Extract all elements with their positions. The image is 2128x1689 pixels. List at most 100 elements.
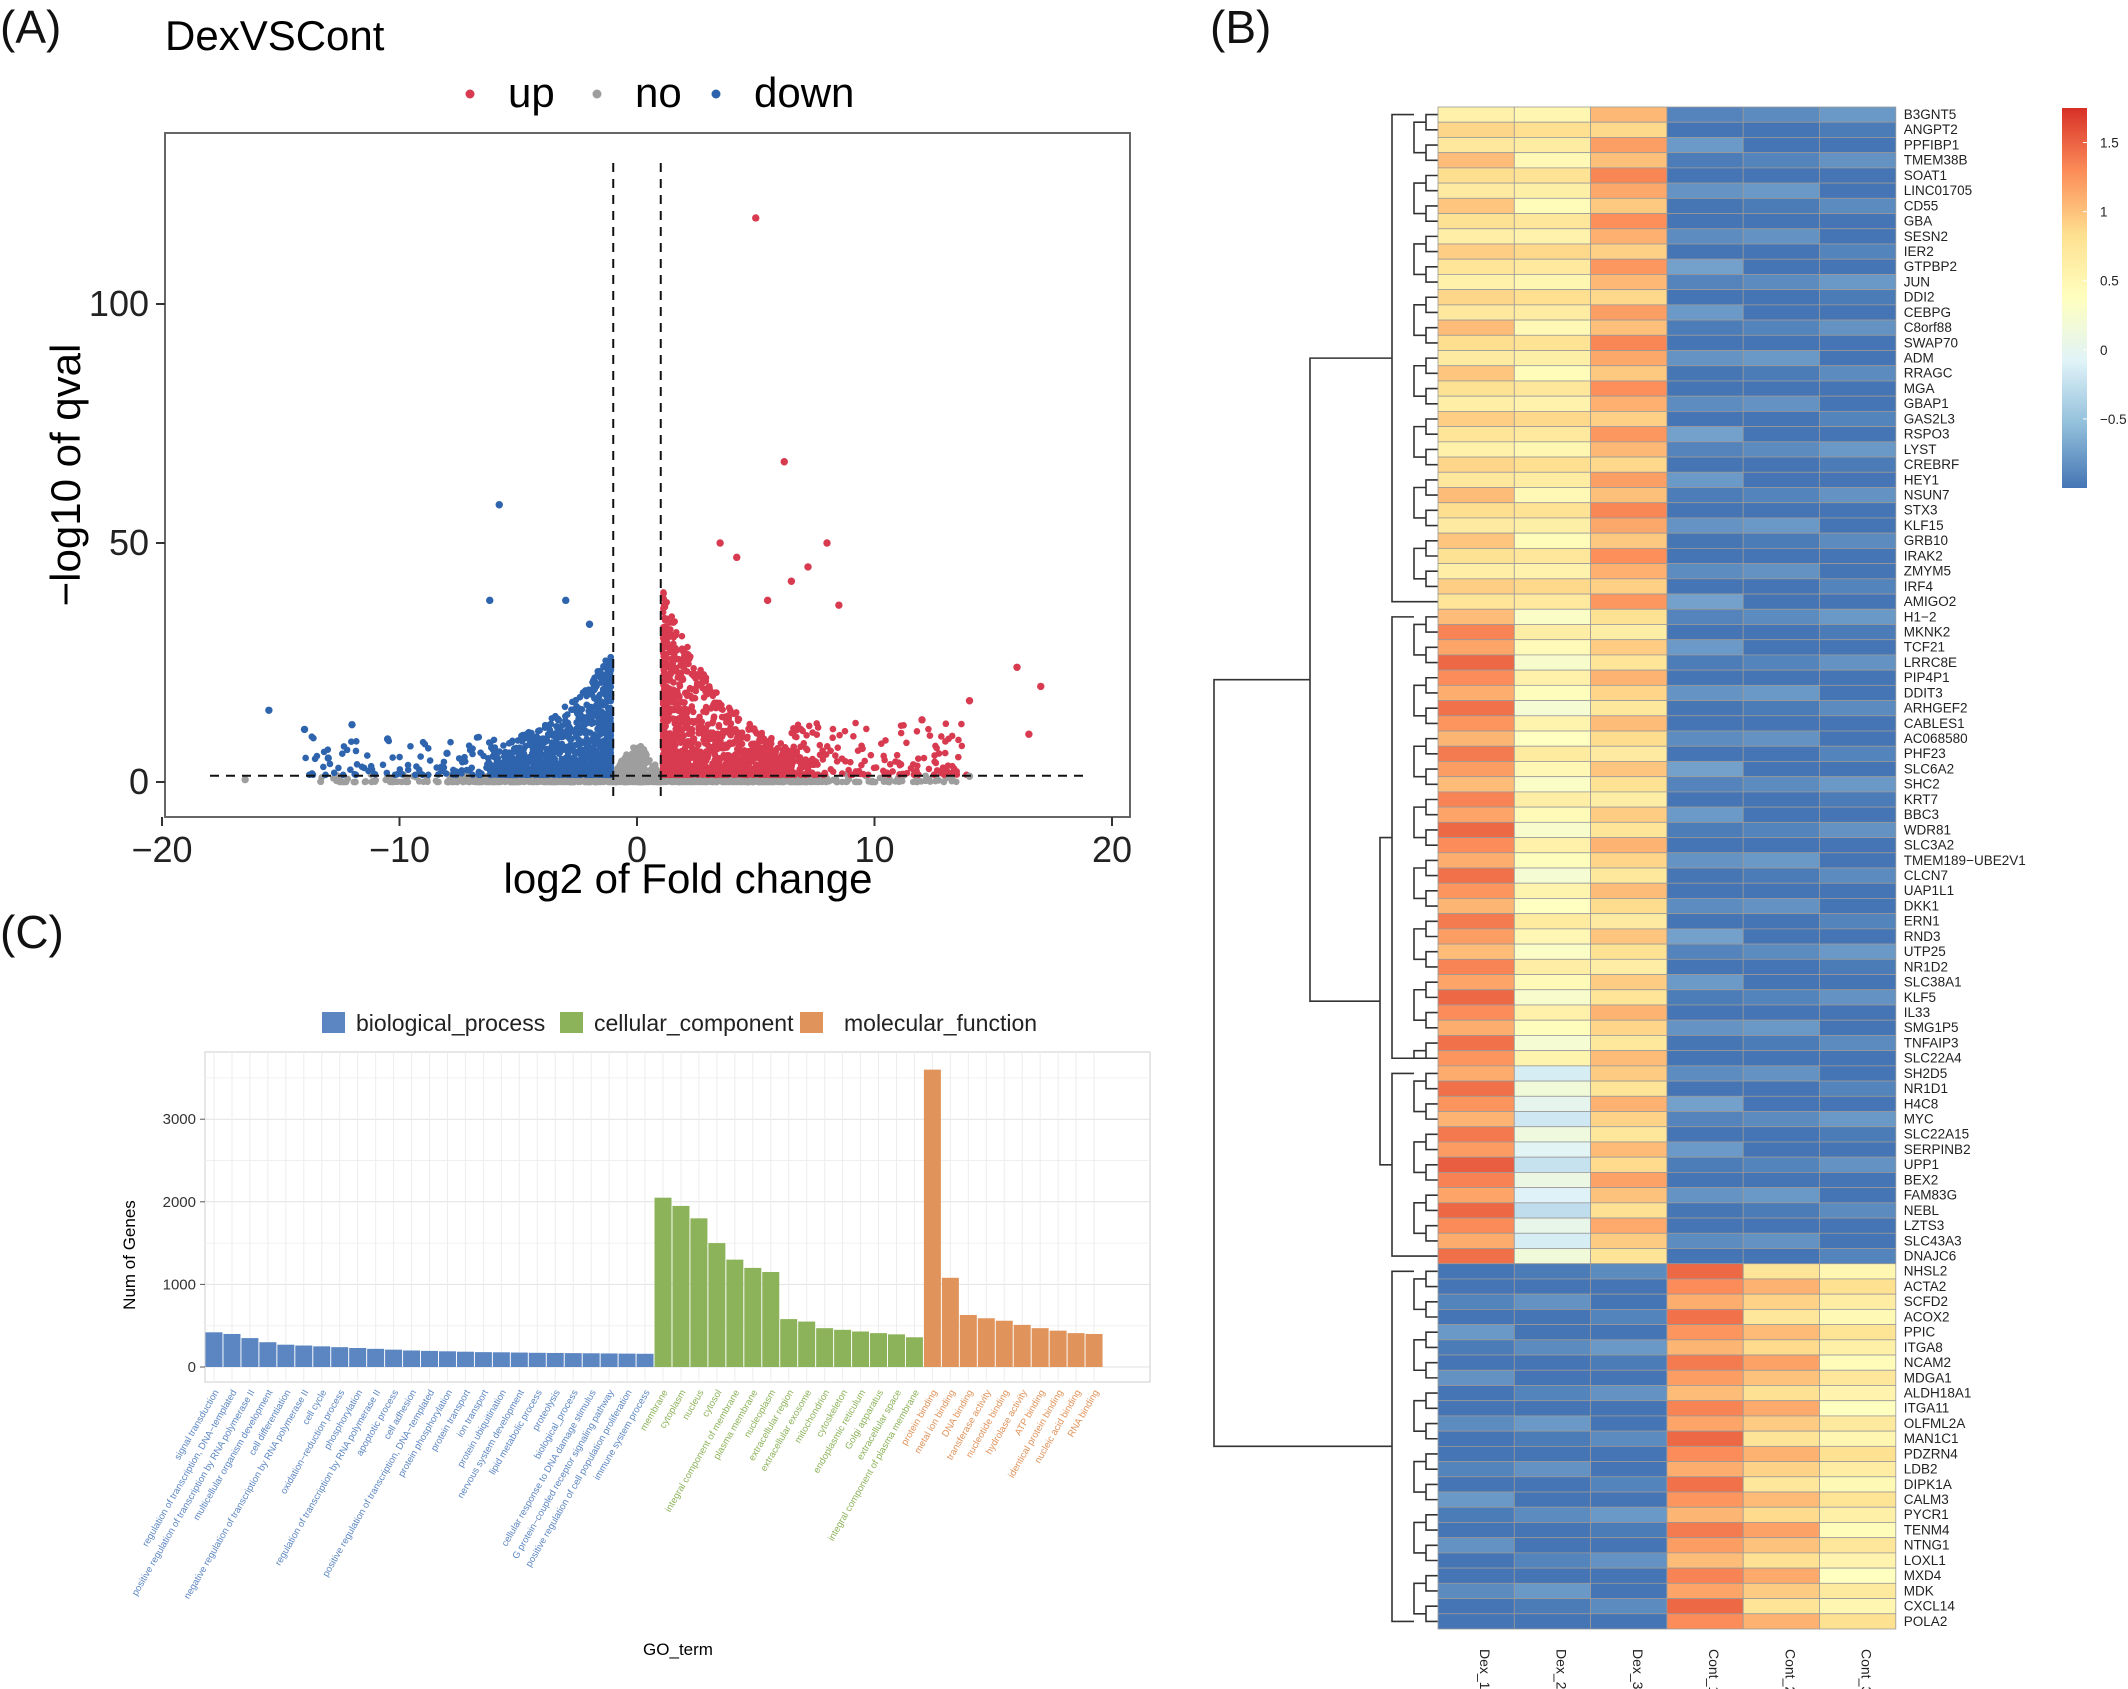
dendro-leaf-branch	[1425, 1133, 1438, 1151]
heatmap-cell	[1819, 319, 1897, 336]
heatmap-cell	[1437, 1415, 1515, 1432]
heatmap-cell	[1513, 1035, 1592, 1052]
row-label: MDK	[1904, 1583, 1934, 1598]
heatmap-cell	[1666, 1582, 1744, 1599]
heatmap-cell	[1513, 761, 1592, 778]
dendro-leaf-branch	[1425, 113, 1438, 131]
heatmap-cell	[1666, 395, 1744, 412]
dendro-cluster-branch	[1391, 1072, 1414, 1257]
row-label: NEBL	[1904, 1203, 1940, 1218]
dendro-cluster-branch	[1391, 1270, 1414, 1623]
heatmap-cell	[1742, 395, 1820, 412]
heatmap-cell	[1590, 837, 1668, 854]
heatmap-cell	[1742, 471, 1820, 488]
dendro-branch	[1413, 1049, 1426, 1060]
heatmap-cell	[1819, 563, 1897, 580]
row-label: SWAP70	[1904, 335, 1958, 350]
heatmap-cell	[1742, 791, 1820, 808]
heatmap-cell	[1742, 1552, 1820, 1569]
heatmap-cell	[1819, 1004, 1897, 1021]
heatmap-cell	[1590, 319, 1668, 336]
heatmap-cell	[1819, 821, 1897, 838]
heatmap-cell	[1437, 1172, 1515, 1189]
heatmap-cell	[1666, 213, 1744, 230]
dendro-branch	[1413, 1202, 1426, 1235]
heatmap-row-labels: B3GNT5ANGPT2PPFIBP1TMEM38BSOAT1LINC01705…	[1904, 107, 2026, 1629]
row-label: GBA	[1904, 214, 1933, 229]
heatmap-cells	[1437, 106, 1897, 1630]
heatmap-cell	[1437, 1248, 1515, 1265]
row-label: SLC22A15	[1904, 1127, 1969, 1142]
heatmap-cell	[1513, 578, 1592, 595]
dendro-leaf-branch	[1425, 387, 1438, 405]
heatmap-cell	[1590, 1400, 1668, 1417]
heatmap-cell	[1437, 654, 1515, 671]
heatmap-cell	[1666, 350, 1744, 367]
heatmap-cell	[1819, 1369, 1897, 1386]
heatmap-cell	[1742, 806, 1820, 823]
heatmap-cell	[1819, 1552, 1897, 1569]
dendro-branch	[1413, 364, 1426, 397]
heatmap-cell	[1666, 1598, 1744, 1615]
heatmap-cell	[1513, 350, 1592, 367]
heatmap-cell	[1742, 1080, 1820, 1097]
column-label: Dex_2	[1553, 1649, 1569, 1689]
dendro-leaf-branch	[1425, 570, 1438, 588]
heatmap-cell	[1590, 410, 1668, 428]
heatmap-cell	[1666, 852, 1744, 869]
heatmap-cell	[1819, 395, 1897, 412]
row-label: IRAK2	[1904, 548, 1943, 563]
point-no	[940, 778, 948, 786]
heatmap-cell	[1437, 517, 1515, 534]
heatmap-cell	[1590, 304, 1668, 321]
dendro-leaf-branch	[1425, 1300, 1438, 1318]
heatmap-cell	[1590, 502, 1668, 519]
heatmap-cell	[1742, 882, 1820, 899]
heatmap-cell	[1513, 943, 1592, 960]
heatmap-cell	[1590, 1415, 1668, 1432]
heatmap-cell	[1742, 1308, 1820, 1326]
dendro-leaf-branch	[1425, 326, 1438, 344]
heatmap-cell	[1742, 700, 1820, 717]
heatmap-cell	[1666, 274, 1744, 291]
heatmap-cell	[1742, 426, 1820, 443]
heatmap-cell	[1666, 441, 1744, 458]
row-label: JUN	[1904, 274, 1930, 289]
heatmap-cell	[1666, 1035, 1744, 1052]
heatmap-cell	[1437, 943, 1515, 960]
heatmap-cell	[1819, 1598, 1897, 1615]
heatmap-cell	[1513, 1582, 1592, 1599]
point-no	[372, 776, 380, 784]
heatmap-cell	[1590, 1476, 1668, 1493]
panel-label-a: (A)	[0, 1, 62, 53]
heatmap-cell	[1819, 441, 1897, 458]
heatmap-cell	[1590, 1126, 1668, 1143]
row-label: TCF21	[1904, 640, 1945, 655]
heatmap-cell	[1513, 989, 1592, 1006]
heatmap-cell	[1590, 1293, 1668, 1310]
heatmap-cell	[1437, 334, 1515, 351]
dendro-leaf-branch	[1425, 539, 1438, 557]
heatmap-cell	[1590, 578, 1668, 595]
heatmap-cell	[1590, 456, 1668, 473]
heatmap-cell	[1437, 197, 1515, 214]
heatmap-cell	[1819, 882, 1897, 899]
dendro-branch	[1413, 425, 1426, 458]
legend-label-no: no	[635, 69, 682, 116]
heatmap-cell	[1742, 776, 1820, 793]
row-label: GBAP1	[1904, 396, 1949, 411]
heatmap-cell	[1437, 1202, 1515, 1219]
heatmap-cell	[1590, 776, 1668, 793]
heatmap-cell	[1666, 928, 1744, 945]
heatmap-cell	[1513, 1537, 1592, 1554]
heatmap-cell	[1513, 958, 1592, 975]
heatmap-cell	[1819, 502, 1897, 519]
row-label: PHF23	[1904, 746, 1946, 761]
heatmap-cell	[1742, 304, 1820, 321]
heatmap-cell	[1513, 471, 1592, 488]
point-no	[523, 776, 531, 784]
heatmap-cell	[1742, 715, 1820, 732]
dendro-leaf-branch	[1425, 144, 1438, 162]
heatmap-cell	[1666, 1187, 1744, 1204]
